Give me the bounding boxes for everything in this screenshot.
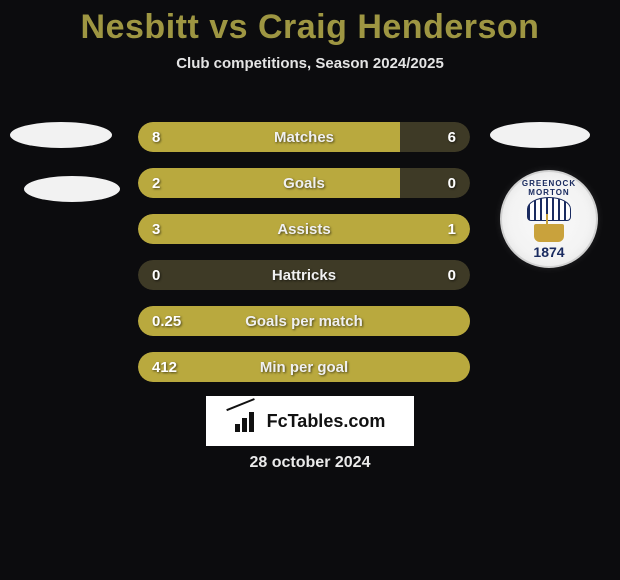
stat-label: Assists [138,214,470,244]
stat-row: 00Hattricks [138,260,470,290]
player1-club-placeholder [24,176,120,202]
badge-top-text: GREENOCK MORTON [502,179,596,197]
subtitle: Club competitions, Season 2024/2025 [0,55,620,72]
badge-ship-icon [534,224,564,242]
date-text: 28 october 2024 [0,454,620,472]
stat-label: Goals [138,168,470,198]
page-title: Nesbitt vs Craig Henderson [0,0,620,47]
brand-badge: FcTables.com [206,396,414,446]
brand-text: FcTables.com [267,411,386,432]
badge-year: 1874 [533,244,564,260]
stat-row: 0.25Goals per match [138,306,470,336]
stat-row: 412Min per goal [138,352,470,382]
stat-row: 31Assists [138,214,470,244]
stat-row: 20Goals [138,168,470,198]
player2-photo-placeholder [490,122,590,148]
stat-row: 86Matches [138,122,470,152]
club-badge: GREENOCK MORTON 1874 [500,170,598,268]
stat-label: Min per goal [138,352,470,382]
stat-label: Hattricks [138,260,470,290]
brand-chart-icon [235,410,261,432]
player1-photo-placeholder [10,122,112,148]
badge-ball-icon [527,197,571,221]
stat-label: Goals per match [138,306,470,336]
stat-label: Matches [138,122,470,152]
stats-comparison: 86Matches 20Goals 31Assists 00Hattricks 0.25… [138,122,470,398]
